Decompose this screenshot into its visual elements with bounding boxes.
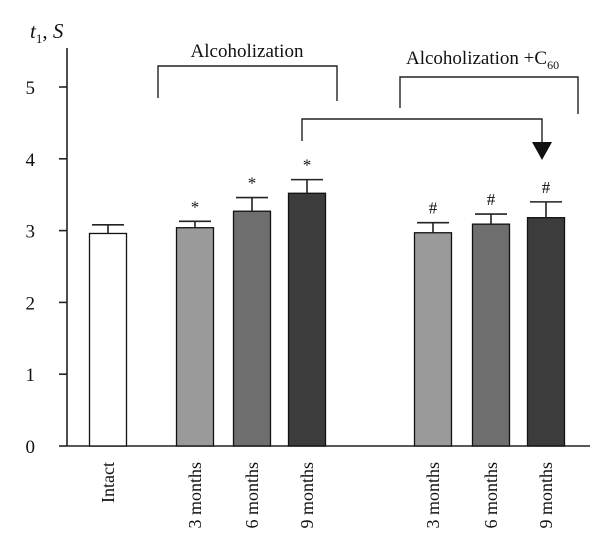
x-tick-labels: Intact 3 months 6 months 9 months 3 months 6 … <box>98 462 556 529</box>
group-label-alcoholization-c60: Alcoholization +C60 <box>406 48 559 72</box>
error-bar <box>291 178 323 194</box>
y-tick-label: 3 <box>26 222 36 243</box>
group-brackets: Alcoholization Alcoholization +C60 <box>157 41 579 160</box>
comparison-arrow-line <box>301 118 543 146</box>
error-bar <box>179 220 211 228</box>
bracket-alcoholization-c60 <box>399 76 579 114</box>
y-tick-label: 5 <box>26 78 36 99</box>
y-tick-labels: 0 1 2 3 4 5 <box>26 78 36 458</box>
significance-mark: # <box>429 199 438 218</box>
significance-marks: * * * # # # <box>191 156 551 218</box>
error-bar <box>236 196 268 212</box>
x-tick-label: 3 months <box>423 462 443 529</box>
bracket-alcoholization <box>157 65 338 101</box>
bar <box>287 192 327 447</box>
x-tick-label: 3 months <box>185 462 205 529</box>
bar <box>471 223 511 447</box>
group-label-alcoholization: Alcoholization <box>191 41 304 62</box>
significance-mark: # <box>487 190 496 209</box>
y-tick-label: 2 <box>26 293 36 314</box>
significance-mark: # <box>542 178 551 197</box>
bars <box>88 192 566 447</box>
significance-mark: * <box>191 197 200 216</box>
significance-mark: * <box>303 156 312 175</box>
bar <box>175 227 215 447</box>
x-tick-label: 9 months <box>536 462 556 529</box>
y-tick-label: 4 <box>26 150 36 171</box>
error-bar <box>92 224 124 234</box>
error-bar <box>475 213 507 225</box>
error-bars <box>92 178 562 234</box>
x-tick-label: Intact <box>98 462 118 503</box>
error-bar <box>417 221 449 233</box>
x-tick-label: 9 months <box>297 462 317 529</box>
arrowhead-icon <box>532 142 552 160</box>
y-tick-label: 0 <box>26 437 36 458</box>
bar <box>88 232 128 447</box>
bar <box>413 232 453 447</box>
bar <box>232 210 272 447</box>
bar <box>526 217 566 447</box>
x-tick-label: 6 months <box>481 462 501 529</box>
significance-mark: * <box>248 174 257 193</box>
error-bar <box>530 201 562 218</box>
x-tick-label: 6 months <box>242 462 262 529</box>
y-tick-label: 1 <box>26 365 36 386</box>
y-axis-title: t1, S <box>30 19 64 46</box>
